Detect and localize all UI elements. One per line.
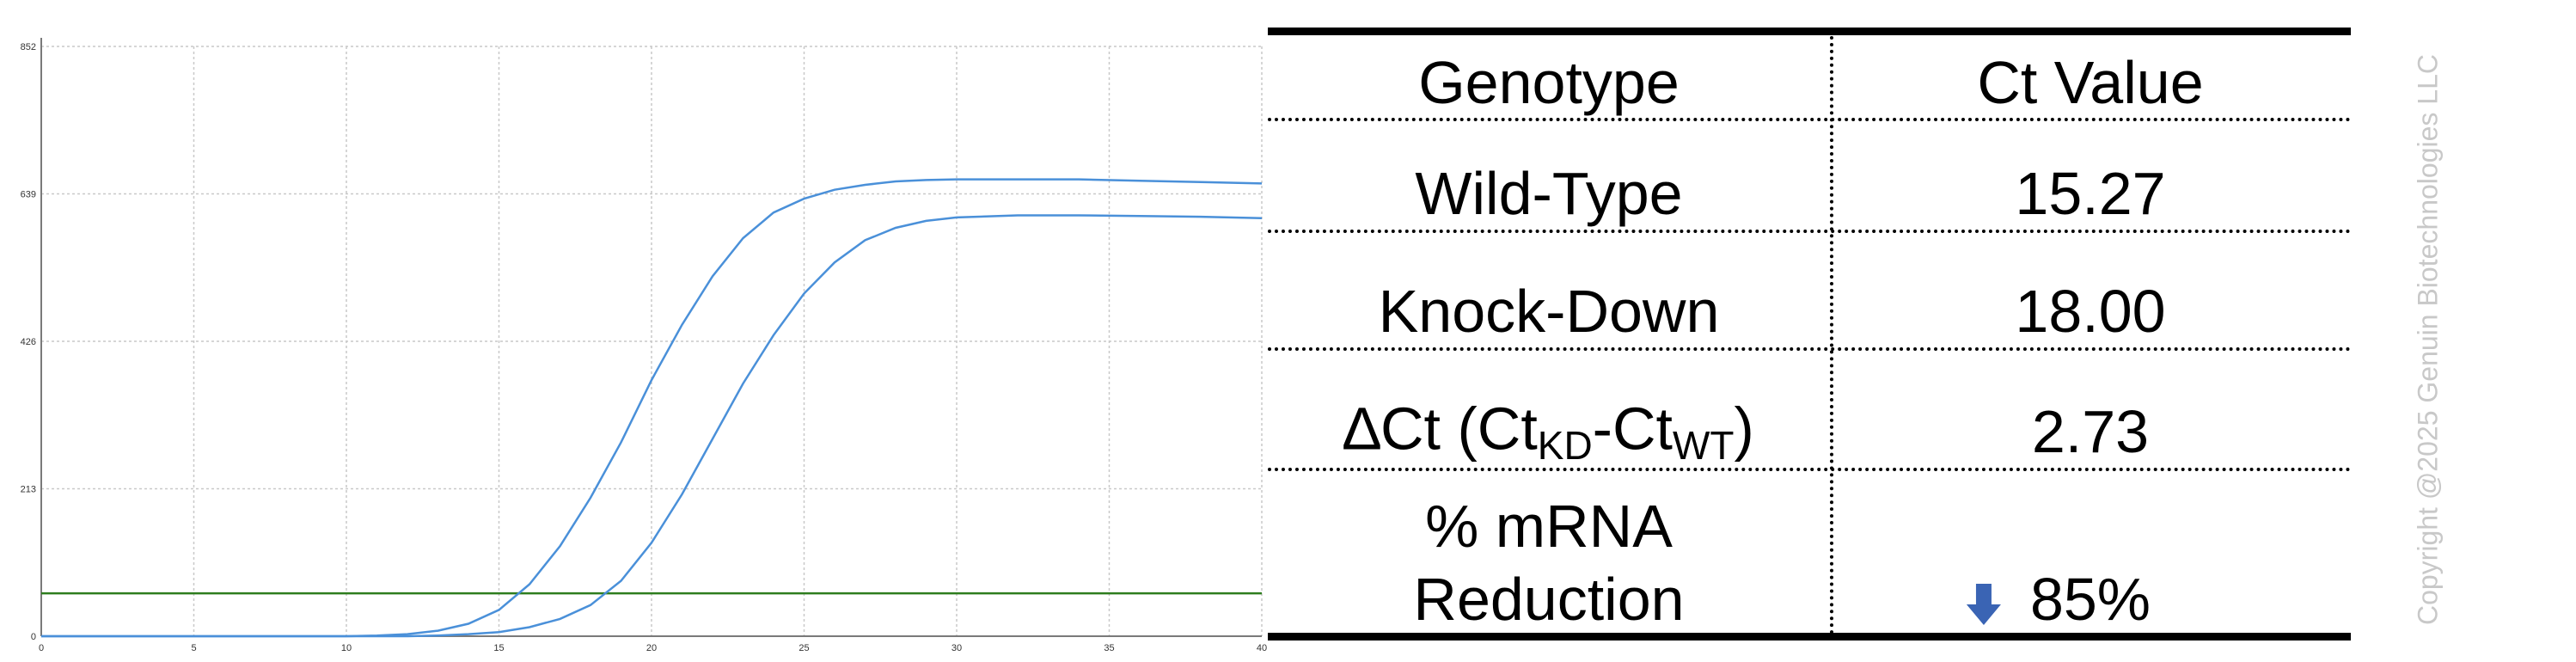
x-tick-label: 40 bbox=[1257, 643, 1267, 653]
table-divider bbox=[1268, 118, 2351, 121]
row-delta-ct-label: ∆Ct (CtKD-CtWT) bbox=[1343, 398, 1754, 465]
wt-subscript: WT bbox=[1672, 422, 1735, 468]
copyright-notice: Copyright @2025 Genuin Biotechnologies L… bbox=[2412, 54, 2444, 626]
row-knock-down-value: 18.00 bbox=[2015, 278, 2166, 345]
amplification-curve bbox=[41, 214, 1263, 638]
kd-subscript: KD bbox=[1537, 422, 1593, 468]
x-tick-label: 0 bbox=[39, 643, 44, 653]
table-top-rule bbox=[1268, 28, 2351, 35]
x-tick-label: 35 bbox=[1104, 643, 1114, 653]
delta-ct-dash: -Ct bbox=[1592, 395, 1673, 463]
x-tick-label: 10 bbox=[341, 643, 352, 653]
x-tick-label: 30 bbox=[951, 643, 962, 653]
y-tick-label: 639 bbox=[21, 190, 36, 200]
y-tick-label: 213 bbox=[21, 485, 36, 495]
table-divider bbox=[1268, 230, 2351, 233]
row-wild-type-label: Wild-Type bbox=[1415, 160, 1683, 227]
row-reduction-label-line1: % mRNA bbox=[1425, 493, 1673, 560]
table-divider bbox=[1268, 468, 2351, 471]
y-tick-label: 426 bbox=[21, 337, 36, 347]
row-knock-down-label: Knock-Down bbox=[1378, 278, 1720, 345]
row-reduction-label-line2: Reduction bbox=[1413, 566, 1685, 633]
delta-ct-text: ∆Ct (Ct bbox=[1343, 395, 1538, 463]
row-delta-ct-value: 2.73 bbox=[2031, 398, 2150, 465]
header-ct-value: Ct Value bbox=[1977, 49, 2204, 116]
table-bottom-rule bbox=[1268, 633, 2351, 641]
table-divider bbox=[1268, 347, 2351, 351]
table-column-divider bbox=[1830, 36, 1833, 634]
x-tick-label: 25 bbox=[798, 643, 809, 653]
x-tick-label: 20 bbox=[646, 643, 657, 653]
delta-ct-close: ) bbox=[1734, 395, 1754, 463]
row-reduction-value-cell: 85% bbox=[1966, 569, 2151, 629]
down-arrow-icon bbox=[1966, 584, 2001, 625]
x-tick-label: 5 bbox=[191, 643, 196, 653]
row-wild-type-value: 15.27 bbox=[2015, 160, 2166, 227]
qpcr-amplification-chart: 0 5 10 15 20 25 30 35 40 0 213 426 639 852 bbox=[21, 38, 1267, 653]
amplification-curve bbox=[41, 178, 1263, 638]
y-tick-label: 852 bbox=[21, 42, 36, 52]
y-tick-label: 0 bbox=[31, 632, 36, 642]
row-reduction-value: 85% bbox=[2029, 566, 2151, 633]
header-genotype: Genotype bbox=[1418, 49, 1680, 116]
x-tick-label: 15 bbox=[493, 643, 504, 653]
